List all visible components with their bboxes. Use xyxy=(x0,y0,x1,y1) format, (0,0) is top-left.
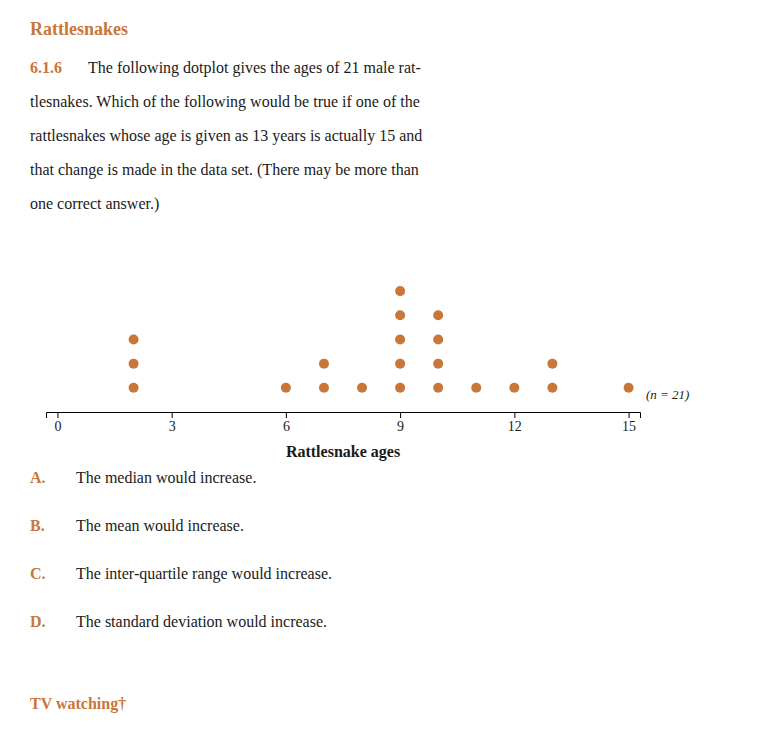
dot xyxy=(509,383,519,393)
dot xyxy=(129,334,139,344)
tick-label: 12 xyxy=(508,419,522,434)
answer-text: The median would increase. xyxy=(76,469,256,486)
tick-label: 9 xyxy=(397,419,404,434)
answer-text: The standard deviation would increase. xyxy=(76,613,327,630)
answer-letter: B. xyxy=(30,517,45,534)
tick-mark xyxy=(286,412,287,418)
answer-letter: C. xyxy=(30,565,46,582)
dot xyxy=(433,359,443,369)
problem-line: tlesnakes. Which of the following would … xyxy=(30,93,420,111)
dot xyxy=(395,286,405,296)
dot xyxy=(395,359,405,369)
page: Rattlesnakes 6.1.6 The following dotplot g… xyxy=(0,0,762,736)
dot xyxy=(357,383,367,393)
dot xyxy=(395,334,405,344)
problem-line: that change is made in the data set. (Th… xyxy=(30,161,419,179)
dot xyxy=(471,383,481,393)
dot xyxy=(433,310,443,320)
dot xyxy=(319,359,329,369)
n-label: (n = 21) xyxy=(646,387,689,402)
answer-text: The mean would increase. xyxy=(76,517,244,534)
x-axis-label: Rattlesnake ages xyxy=(286,443,400,461)
dot xyxy=(319,383,329,393)
dot xyxy=(433,334,443,344)
dot xyxy=(281,383,291,393)
dot xyxy=(395,383,405,393)
problem-line: rattlesnakes whose age is given as 13 ye… xyxy=(30,127,422,145)
tick: 9 xyxy=(397,412,404,434)
tick-mark xyxy=(629,412,630,418)
tick: 15 xyxy=(622,412,636,434)
footer: TV watching† xyxy=(30,695,126,713)
answer-text: The inter-quartile range would increase. xyxy=(76,565,332,583)
tick-mark xyxy=(57,412,58,418)
tick: 6 xyxy=(283,412,290,434)
tick: 3 xyxy=(169,412,176,434)
x-axis: 0 3 6 9 12 15 xyxy=(47,412,641,434)
dot xyxy=(433,383,443,393)
dot xyxy=(395,310,405,320)
axis-line xyxy=(47,413,641,419)
answer-letter: A. xyxy=(30,469,46,486)
tick-mark xyxy=(514,412,515,418)
tick-label: 15 xyxy=(622,419,636,434)
dot xyxy=(547,383,557,393)
tick-mark xyxy=(172,412,173,418)
tick-label: 6 xyxy=(283,419,290,434)
tick: 0 xyxy=(54,412,61,434)
dots xyxy=(129,286,634,393)
dot xyxy=(129,383,139,393)
tick-mark xyxy=(400,412,401,418)
problem-line: The following dotplot gives the ages of … xyxy=(88,59,421,77)
title: Rattlesnakes xyxy=(30,19,128,39)
dot xyxy=(624,383,634,393)
answer-letter: D. xyxy=(30,613,46,630)
dot xyxy=(547,359,557,369)
tick-label: 0 xyxy=(54,419,61,434)
dot xyxy=(129,359,139,369)
problem-line: one correct answer.) xyxy=(30,195,159,213)
tick: 12 xyxy=(508,412,522,434)
tick-label: 3 xyxy=(169,419,176,434)
problem-number: 6.1.6 xyxy=(30,59,62,76)
